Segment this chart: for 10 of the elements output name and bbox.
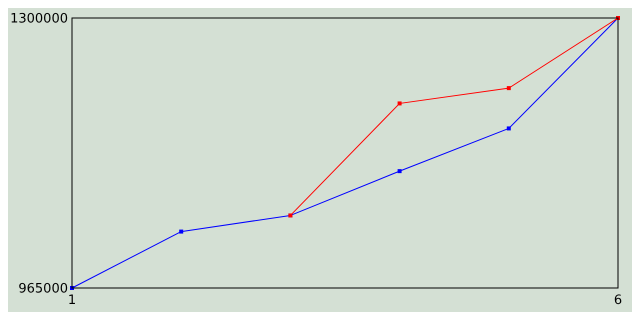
point [398,169,402,174]
x-tick-label: 1 [68,293,76,308]
y-tick-label: 1300000 [10,12,68,27]
point [179,230,184,234]
x-tick-label: 6 [614,293,622,308]
y-tick-label: 965000 [18,282,68,297]
line-series [70,18,618,290]
point [506,126,511,130]
point [398,101,402,106]
point [506,86,511,90]
